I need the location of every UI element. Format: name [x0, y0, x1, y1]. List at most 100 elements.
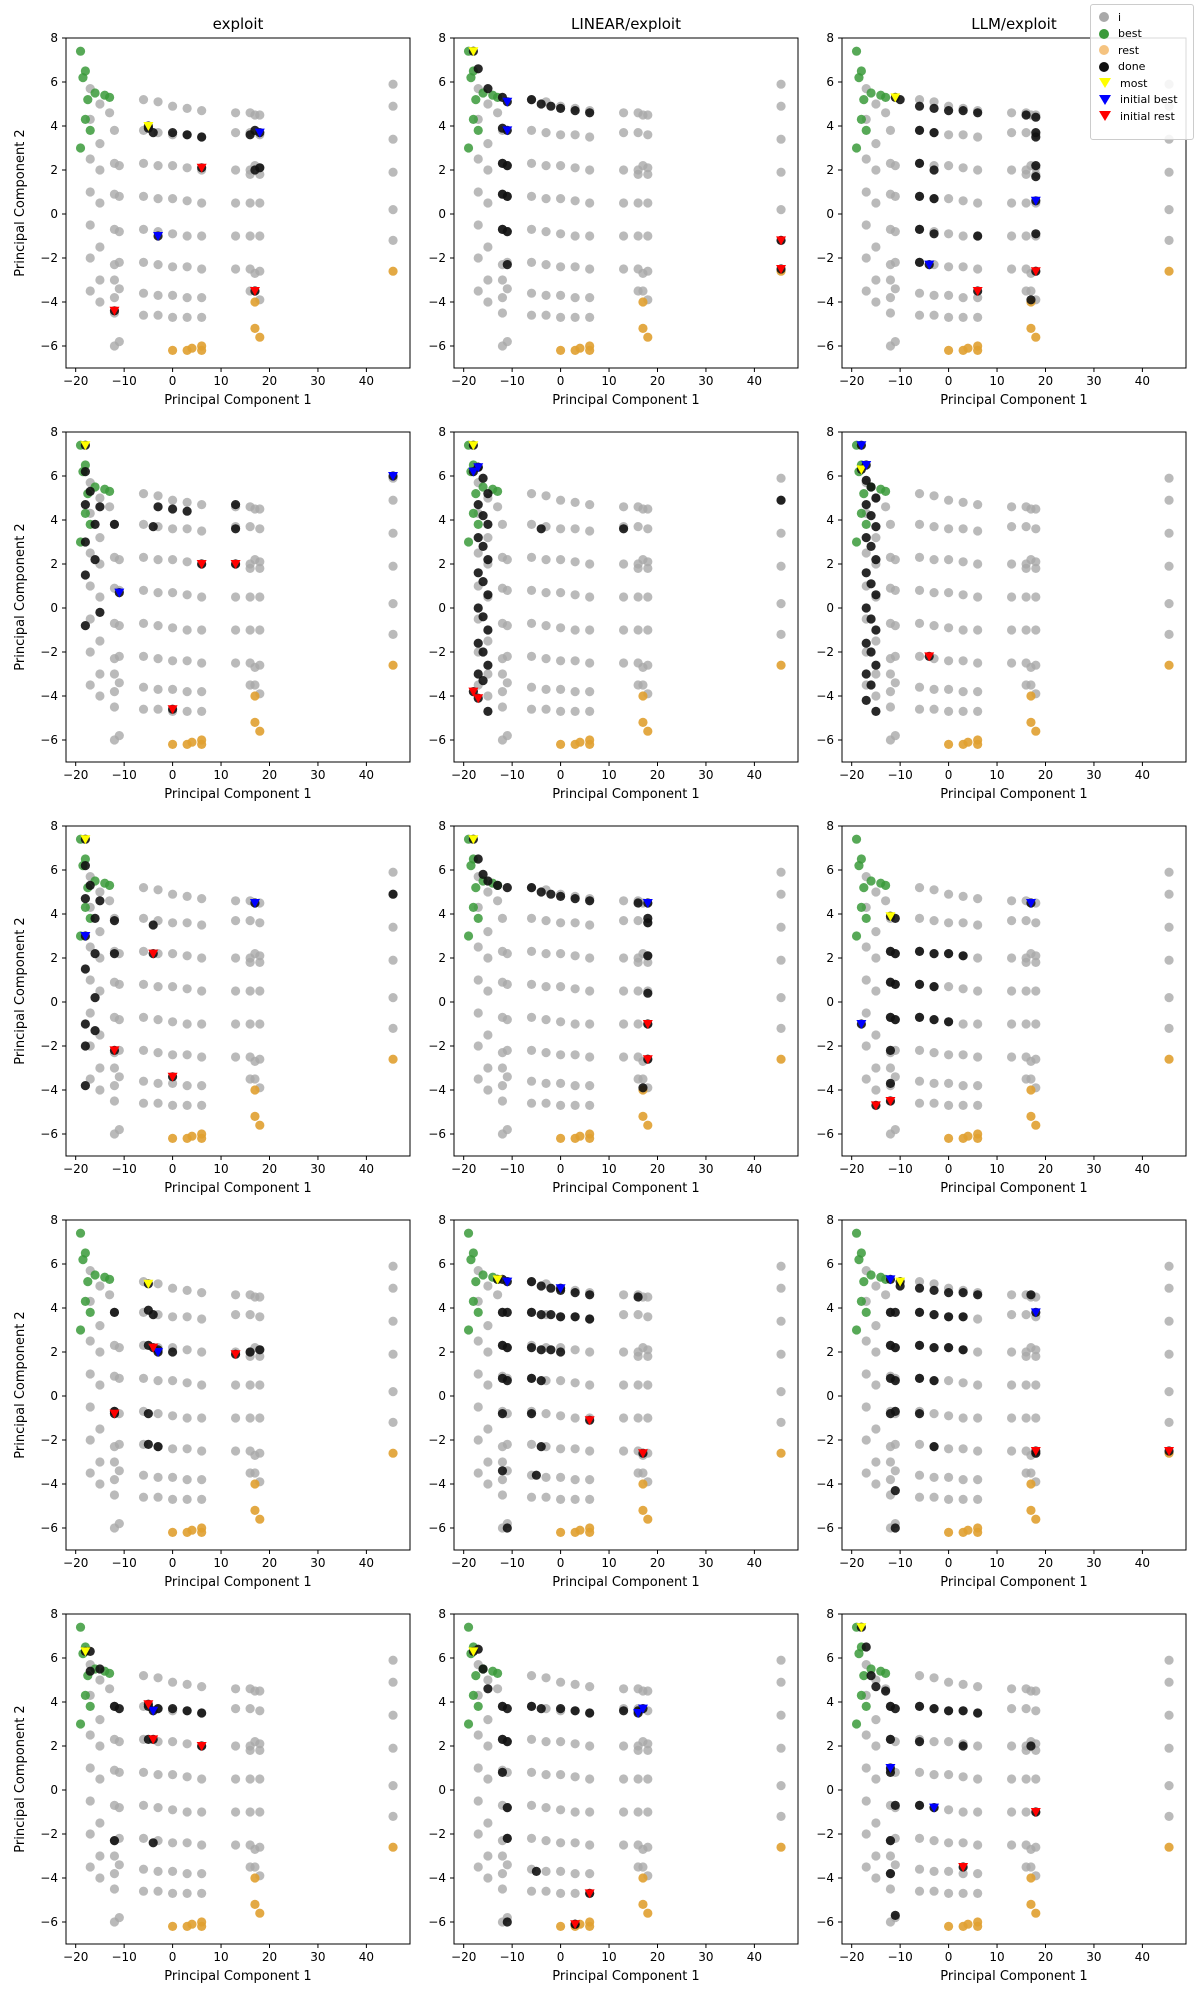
point-i	[929, 588, 939, 598]
point-i	[388, 1023, 398, 1033]
point-done	[871, 590, 881, 600]
point-i	[483, 198, 493, 208]
point-i	[1164, 922, 1174, 932]
point-best	[105, 1668, 115, 1678]
x-tick-label: 30	[698, 1950, 713, 1964]
point-i	[95, 493, 105, 503]
point-i	[95, 669, 105, 679]
point-i	[95, 1321, 105, 1331]
axes-frame	[841, 37, 1187, 369]
point-rest	[1164, 1842, 1174, 1852]
point-done	[95, 607, 105, 618]
point-i	[643, 592, 653, 602]
point-i	[85, 220, 95, 230]
point-i	[197, 920, 207, 930]
point-i	[943, 1494, 954, 1504]
point-done	[881, 1686, 891, 1696]
point-i	[255, 266, 265, 276]
point-done	[80, 500, 90, 510]
x-tick-label: −20	[839, 374, 864, 388]
point-i	[643, 266, 653, 276]
point-i	[871, 1321, 881, 1331]
point-i	[776, 205, 786, 215]
point-best	[75, 1719, 86, 1729]
panel-title: LINEAR/exploit	[571, 15, 681, 33]
x-tick-label: 40	[359, 1556, 374, 1570]
point-rest	[638, 297, 648, 307]
point-i	[502, 284, 512, 294]
point-i	[167, 1677, 178, 1687]
point-i	[167, 229, 178, 239]
x-tick-label: −10	[887, 768, 912, 782]
y-tick-label: 8	[826, 31, 834, 45]
point-i	[497, 1063, 508, 1073]
point-i	[1021, 1310, 1031, 1320]
point-done	[914, 191, 925, 201]
point-i	[973, 1347, 983, 1357]
panel-r1-c2: LINEAR/exploit−20 −10 0 10 20 30 40−6−4−202468…	[428, 15, 799, 408]
point-initial-rest	[473, 694, 484, 704]
y-tick-label: 8	[50, 1607, 58, 1621]
point-i	[871, 275, 881, 285]
point-i	[95, 1675, 105, 1685]
legend-label: best	[1118, 27, 1142, 41]
point-i	[85, 581, 95, 591]
x-tick-label: 20	[650, 1950, 665, 1964]
point-best	[473, 1307, 483, 1317]
point-done	[80, 467, 90, 477]
point-done	[929, 982, 939, 992]
point-i	[1021, 169, 1031, 179]
point-i	[153, 1015, 163, 1025]
point-i	[197, 592, 207, 602]
point-done	[148, 128, 158, 138]
point-i	[95, 533, 105, 543]
point-done	[536, 1310, 546, 1320]
y-tick-label: 0	[438, 1783, 446, 1797]
x-axis-label: Principal Component 1	[940, 1969, 1087, 1984]
point-i	[167, 1017, 178, 1027]
point-initial-best	[1030, 196, 1041, 206]
point-done	[526, 95, 537, 105]
y-axis-label: Principal Component 2	[13, 1311, 28, 1458]
point-rest	[575, 1525, 585, 1535]
point-i	[483, 165, 493, 175]
x-tick-label: 10	[213, 374, 228, 388]
point-i	[109, 293, 120, 303]
point-i	[473, 1763, 483, 1773]
point-initial-best	[885, 1275, 896, 1285]
point-i	[643, 957, 653, 968]
point-i	[958, 687, 968, 697]
y-tick-label: −2	[816, 1433, 834, 1447]
point-i	[1021, 231, 1031, 241]
point-i	[861, 1402, 871, 1412]
point-i	[483, 669, 493, 679]
point-i	[585, 293, 595, 303]
point-i	[958, 497, 968, 507]
point-i	[914, 489, 925, 499]
point-done	[890, 1343, 900, 1353]
point-i	[388, 1710, 398, 1720]
point-done	[478, 541, 488, 552]
point-i	[197, 1682, 207, 1692]
x-tick-label: 0	[945, 1556, 953, 1570]
point-i	[881, 108, 891, 118]
x-tick-label: 30	[1086, 1556, 1101, 1570]
point-i	[871, 1479, 881, 1489]
point-i	[182, 1100, 192, 1110]
point-done	[80, 570, 90, 580]
point-i	[943, 1078, 954, 1088]
point-i	[618, 1347, 629, 1357]
point-i	[861, 1008, 871, 1018]
point-i	[914, 552, 925, 563]
point-initial-rest	[885, 1097, 896, 1106]
point-done	[80, 621, 90, 631]
point-i	[585, 1741, 595, 1751]
point-i	[570, 557, 580, 567]
point-best	[90, 1270, 100, 1280]
point-i	[943, 1050, 954, 1060]
point-i	[1026, 680, 1036, 690]
point-i	[95, 1715, 105, 1725]
y-tick-label: −6	[40, 1127, 58, 1141]
y-tick-label: 0	[438, 995, 446, 1009]
